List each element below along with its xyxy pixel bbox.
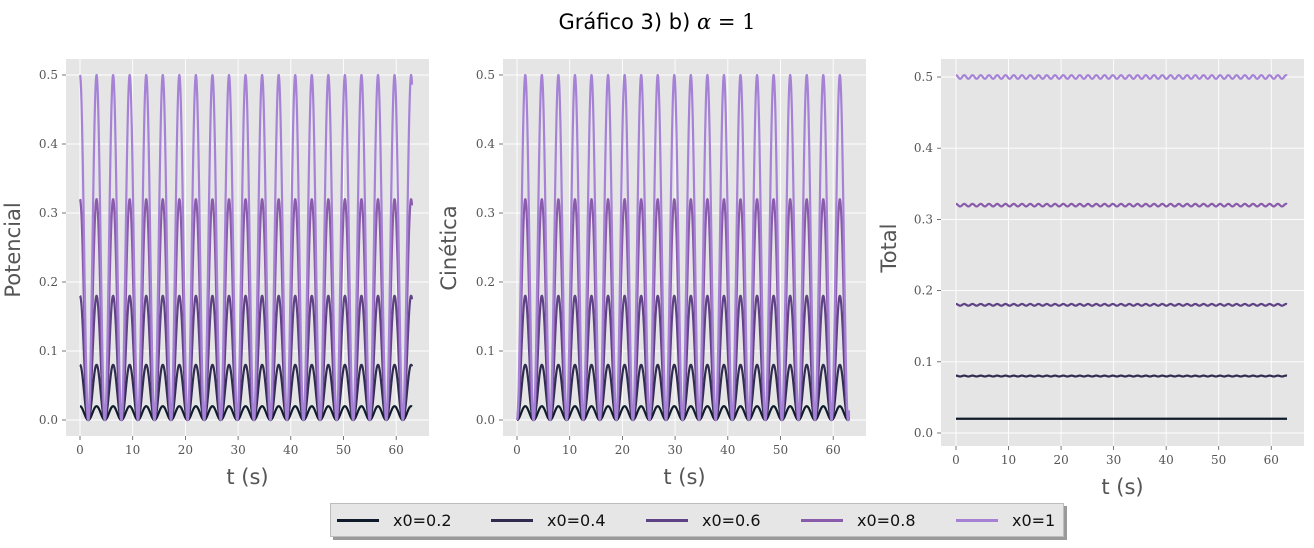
- legend-item: x0=0.2: [337, 511, 491, 530]
- series-line: [955, 74, 1288, 80]
- x-tick-label: 10: [562, 443, 577, 457]
- y-tick-label: 0.2: [914, 284, 933, 298]
- x-tick-label: 30: [230, 443, 245, 457]
- legend-item: x0=0.8: [801, 511, 956, 530]
- y-tick-label: 0.4: [39, 137, 58, 151]
- y-tick-label: 0.5: [914, 70, 933, 84]
- x-tick-label: 40: [1159, 453, 1174, 467]
- x-tick-label: 60: [1264, 453, 1279, 467]
- legend-swatch: [956, 518, 998, 522]
- y-tick-label: 0.5: [476, 68, 495, 82]
- legend-swatch: [646, 518, 688, 522]
- legend-swatch: [801, 518, 843, 522]
- legend-swatch: [337, 518, 379, 522]
- y-tick-label: 0.1: [39, 344, 58, 358]
- series-group: [955, 74, 1288, 420]
- y-tick-label: 0.0: [39, 413, 58, 427]
- series-line: [78, 73, 414, 422]
- legend-swatch: [491, 518, 533, 522]
- y-tick-label: 0.0: [476, 413, 495, 427]
- kinetic-panel: 0 10 20 30 40 50 60 0.0 0.1 0.2 0.3 0.4 0.5 t (s) Ciné…: [437, 59, 866, 489]
- x-axis-label: t (s): [663, 465, 705, 489]
- x-tick-label: 20: [615, 443, 630, 457]
- y-tick-label: 0.5: [39, 68, 58, 82]
- y-tick-label: 0.3: [476, 206, 495, 220]
- y-tick-label: 0.1: [476, 344, 495, 358]
- x-tick-label: 10: [125, 443, 140, 457]
- y-tick-label: 0.2: [476, 275, 495, 289]
- legend-label: x0=0.8: [857, 510, 916, 530]
- y-axis-label: Potencial: [1, 202, 25, 297]
- figure-title: Gráfico 3) b) α = 1: [558, 10, 755, 34]
- x-tick-label: 0: [513, 443, 521, 457]
- x-tick-label: 60: [826, 443, 841, 457]
- legend: x0=0.2 x0=0.4 x0=0.6 x0=0.8 x0=1: [330, 503, 1064, 537]
- legend-item: x0=0.4: [491, 511, 646, 530]
- x-tick-label: 50: [1211, 453, 1226, 467]
- y-tick-label: 0.3: [39, 206, 58, 220]
- x-tick-label: 40: [283, 443, 298, 457]
- legend-label: x0=1: [1012, 510, 1056, 530]
- x-tick-label: 50: [773, 443, 788, 457]
- legend-item: x0=1: [956, 511, 1056, 530]
- x-tick-label: 40: [720, 443, 735, 457]
- plot-area: [941, 59, 1304, 446]
- x-tick-label: 0: [76, 443, 84, 457]
- legend-label: x0=0.6: [702, 510, 761, 530]
- x-tick-label: 0: [952, 453, 960, 467]
- y-tick-label: 0.3: [914, 212, 933, 226]
- y-axis-label: Cinética: [437, 205, 461, 290]
- x-tick-label: 20: [178, 443, 193, 457]
- x-tick-label: 20: [1053, 453, 1068, 467]
- series-group: [78, 73, 414, 422]
- legend-label: x0=0.4: [547, 510, 606, 530]
- total-panel: 0 10 20 30 40 50 60 0.0 0.1 0.2 0.3 0.4 0.5 t (s) Tota…: [877, 59, 1304, 499]
- legend-item: x0=0.6: [646, 511, 801, 530]
- y-tick-label: 0.4: [476, 137, 495, 151]
- x-tick-label: 60: [389, 443, 404, 457]
- y-tick-label: 0.0: [914, 426, 933, 440]
- legend-label: x0=0.2: [393, 510, 452, 530]
- x-tick-label: 10: [1001, 453, 1016, 467]
- series-line: [515, 73, 851, 422]
- x-axis-label: t (s): [226, 465, 268, 489]
- y-axis-label: Total: [877, 223, 901, 273]
- potential-panel: 0 10 20 30 40 50 60 0.0 0.1 0.2 0.3 0.4 0.5 t (s) Pote…: [1, 59, 429, 489]
- x-tick-label: 30: [667, 443, 682, 457]
- x-tick-label: 50: [336, 443, 351, 457]
- series-line: [955, 302, 1288, 307]
- y-tick-label: 0.2: [39, 275, 58, 289]
- x-tick-label: 30: [1106, 453, 1121, 467]
- series-line: [955, 202, 1288, 208]
- series-line: [79, 405, 413, 422]
- y-tick-label: 0.1: [914, 355, 933, 369]
- series-group: [515, 73, 851, 422]
- y-tick-label: 0.4: [914, 141, 933, 155]
- x-axis-label: t (s): [1101, 475, 1143, 499]
- series-line: [955, 374, 1288, 378]
